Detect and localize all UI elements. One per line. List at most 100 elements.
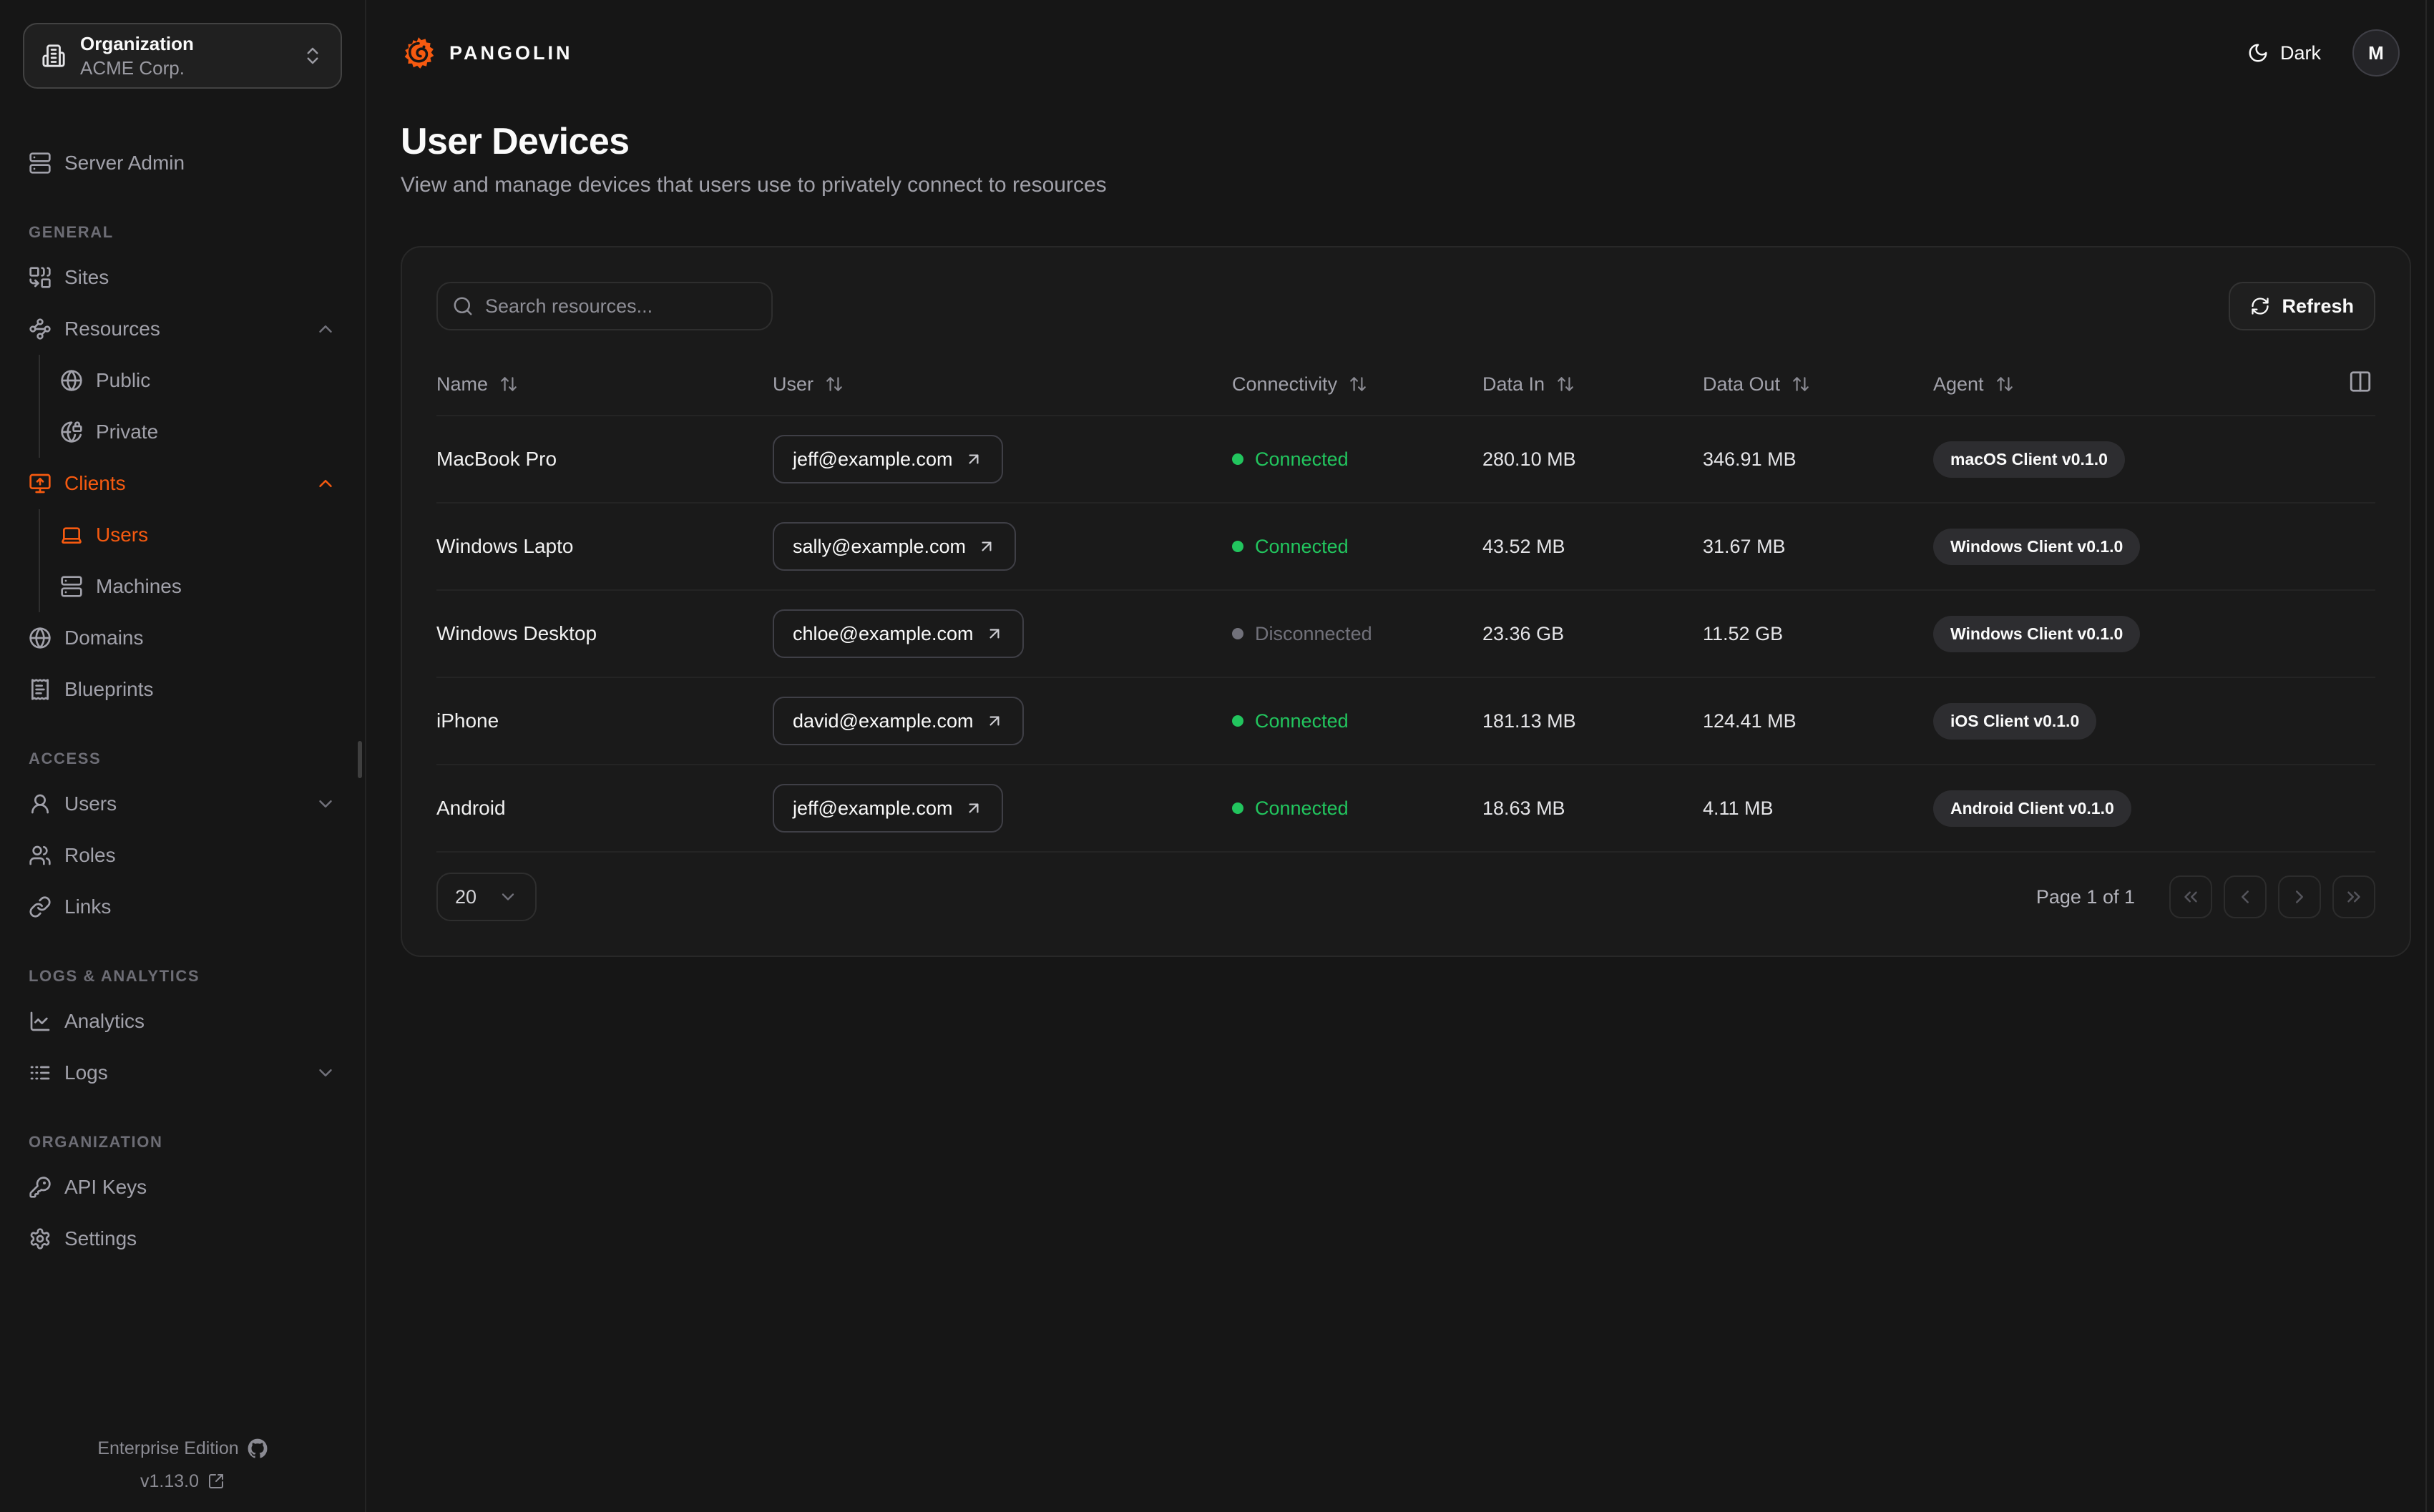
- user-link-chip[interactable]: chloe@example.com: [773, 609, 1024, 658]
- pagination-chevron-right-button[interactable]: [2278, 875, 2321, 918]
- status-label: Connected: [1255, 448, 1349, 470]
- data-in-value: 23.36 GB: [1482, 622, 1565, 644]
- sidebar-item-links[interactable]: Links: [17, 881, 348, 933]
- external-link-icon[interactable]: [207, 1473, 225, 1490]
- page-size-select[interactable]: 20: [436, 873, 537, 921]
- column-label: Data Out: [1703, 373, 1781, 395]
- server-icon: [29, 152, 52, 175]
- table-toolbar: Refresh: [436, 282, 2375, 330]
- sidebar-item-public[interactable]: Public: [49, 355, 348, 406]
- brand-name: PANGOLIN: [449, 41, 573, 64]
- pagination-chevrons-right-button[interactable]: [2332, 875, 2375, 918]
- sidebar-item-label: Machines: [96, 575, 182, 597]
- column-settings-button[interactable]: [2348, 370, 2372, 399]
- data-out-value: 4.11 MB: [1703, 797, 1774, 819]
- sidebar-item-roles[interactable]: Roles: [17, 830, 348, 881]
- sidebar-item-server-admin[interactable]: Server Admin: [17, 137, 348, 189]
- sidebar-item-logs[interactable]: Logs: [17, 1047, 348, 1099]
- pagination-chevrons-left-button[interactable]: [2169, 875, 2212, 918]
- sidebar-footer: Enterprise Edition v1.13.0: [0, 1432, 365, 1512]
- sidebar-item-label: Server Admin: [64, 152, 185, 174]
- device-name: MacBook Pro: [436, 448, 557, 470]
- column-label: Name: [436, 373, 489, 395]
- main-area: PANGOLIN Dark M User Devices View and ma…: [366, 0, 2434, 1512]
- sidebar-item-resources[interactable]: Resources: [17, 303, 348, 355]
- brand[interactable]: PANGOLIN: [401, 35, 573, 71]
- sidebar-item-settings[interactable]: Settings: [17, 1213, 348, 1265]
- column-label: User: [773, 373, 814, 395]
- column-header-name[interactable]: Name: [436, 373, 773, 396]
- user-email: david@example.com: [793, 710, 974, 732]
- connectivity-status: Connected: [1232, 710, 1482, 732]
- arrow-up-right-icon: [985, 712, 1004, 730]
- agent-badge: Android Client v0.1.0: [1933, 790, 2131, 827]
- sidebar-item-machines[interactable]: Machines: [49, 561, 348, 612]
- column-label: Data In: [1482, 373, 1545, 395]
- column-header-connectivity[interactable]: Connectivity: [1232, 373, 1482, 396]
- data-in-value: 18.63 MB: [1482, 797, 1565, 819]
- data-out-value: 124.41 MB: [1703, 710, 1797, 732]
- sidebar-item-clients[interactable]: Clients: [17, 458, 348, 509]
- user-link-chip[interactable]: jeff@example.com: [773, 435, 1003, 483]
- arrow-up-right-icon: [985, 624, 1004, 643]
- search-input[interactable]: [485, 295, 757, 318]
- status-label: Connected: [1255, 710, 1349, 732]
- sidebar-item-label: Users: [96, 524, 149, 546]
- connectivity-status: Connected: [1232, 448, 1482, 471]
- sidebar-item-label: API Keys: [64, 1176, 147, 1198]
- avatar-initial: M: [2368, 41, 2384, 64]
- sidebar-item-api-keys[interactable]: API Keys: [17, 1162, 348, 1213]
- sidebar-item-label: Public: [96, 369, 151, 391]
- pagination-chevron-left-button[interactable]: [2224, 875, 2267, 918]
- sidebar-item-users[interactable]: Users: [49, 509, 348, 561]
- user-link-chip[interactable]: jeff@example.com: [773, 784, 1003, 833]
- settings-icon: [29, 1227, 52, 1250]
- sidebar-subgroup: Public Private: [39, 355, 348, 458]
- monitor-up-icon: [29, 472, 52, 495]
- section-heading-organization: ORGANIZATION: [29, 1133, 163, 1151]
- chevron-down-icon: [498, 887, 518, 907]
- user-icon: [29, 792, 52, 815]
- sidebar: Organization ACME Corp. Server Admin GEN…: [0, 0, 366, 1512]
- search-icon: [452, 295, 474, 317]
- agent-badge: macOS Client v0.1.0: [1933, 441, 2125, 478]
- column-header-user[interactable]: User: [773, 373, 1232, 396]
- sort-icon: [1556, 375, 1575, 393]
- table-row: Android jeff@example.com Connected 18.63 MB…: [436, 765, 2375, 853]
- page-size-value: 20: [455, 885, 477, 908]
- chevron-up-icon: [315, 473, 336, 494]
- theme-label: Dark: [2279, 41, 2321, 64]
- user-link-chip[interactable]: sally@example.com: [773, 522, 1016, 571]
- version-label[interactable]: v1.13.0: [140, 1471, 199, 1491]
- pagination: 20 Page 1 of 1: [436, 873, 2375, 921]
- globe-icon: [29, 627, 52, 649]
- data-out-value: 31.67 MB: [1703, 535, 1786, 557]
- avatar[interactable]: M: [2352, 29, 2400, 77]
- sidebar-item-private[interactable]: Private: [49, 406, 348, 458]
- sidebar-item-users[interactable]: Users: [17, 778, 348, 830]
- theme-toggle[interactable]: Dark: [2247, 42, 2321, 64]
- org-selector[interactable]: Organization ACME Corp.: [23, 23, 342, 89]
- user-link-chip[interactable]: david@example.com: [773, 697, 1024, 745]
- refresh-icon: [2250, 296, 2270, 316]
- agent-badge: Windows Client v0.1.0: [1933, 528, 2141, 565]
- refresh-button[interactable]: Refresh: [2229, 282, 2375, 330]
- arrow-up-right-icon: [964, 799, 983, 818]
- key-round-icon: [29, 1176, 52, 1199]
- sidebar-subgroup: Users Machines: [39, 509, 348, 612]
- sidebar-scrollbar-thumb[interactable]: [358, 741, 362, 778]
- chevron-up-icon: [315, 318, 336, 340]
- column-header-agent[interactable]: Agent: [1933, 373, 2375, 396]
- sidebar-item-sites[interactable]: Sites: [17, 252, 348, 303]
- device-name: iPhone: [436, 710, 499, 732]
- sidebar-item-domains[interactable]: Domains: [17, 612, 348, 664]
- chevron-down-icon: [315, 793, 336, 815]
- sidebar-item-analytics[interactable]: Analytics: [17, 996, 348, 1047]
- sidebar-nav: Server Admin GENERAL Sites Resources Public…: [0, 112, 365, 1432]
- github-icon[interactable]: [248, 1438, 268, 1458]
- sidebar-item-blueprints[interactable]: Blueprints: [17, 664, 348, 715]
- column-header-data-out[interactable]: Data Out: [1703, 373, 1933, 396]
- sort-icon: [1792, 375, 1810, 393]
- agent-badge: Windows Client v0.1.0: [1933, 615, 2141, 652]
- column-header-data-in[interactable]: Data In: [1482, 373, 1703, 396]
